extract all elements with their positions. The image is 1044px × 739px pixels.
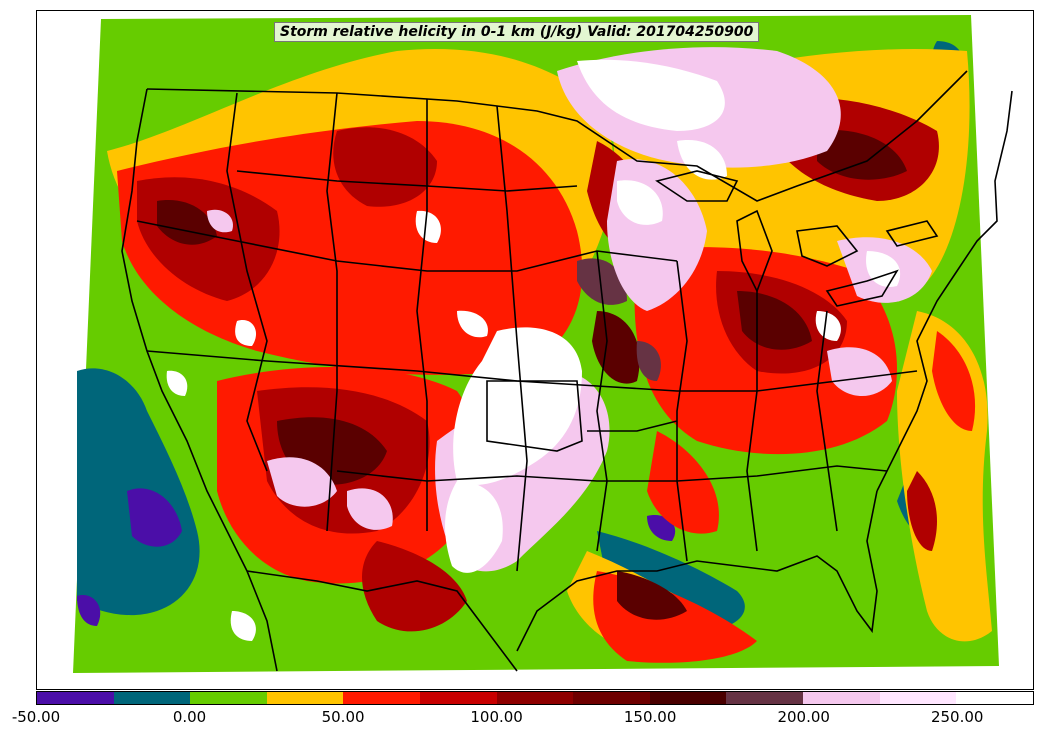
colorbar-tick-label: 0.00	[172, 708, 207, 726]
colorbar-segment-1	[113, 692, 191, 704]
colorbar-segment-7	[573, 692, 650, 704]
colorbar-tick-label: 200.00	[777, 708, 830, 726]
map-frame: Storm relative helicity in 0-1 km (J/kg)…	[36, 10, 1034, 690]
colorbar-segment-11	[879, 692, 957, 704]
colorbar-segment-3	[266, 692, 344, 704]
colorbar-tick-label: 150.00	[623, 708, 677, 726]
colorbar-tick-label: 50.00	[321, 708, 365, 726]
helicity-map	[73, 15, 1013, 673]
field-white	[166, 59, 901, 641]
colorbar-segment-10	[803, 692, 880, 704]
colorbar-segment-5	[420, 692, 497, 704]
colorbar	[36, 691, 1034, 705]
colorbar-ticks: -50.00 0.00 50.00 100.00 150.00 200.00 250.00	[0, 708, 1044, 732]
colorbar-segment-6	[496, 692, 574, 704]
map-title-overflow: 00	[733, 24, 754, 40]
colorbar-segment-4	[343, 692, 421, 704]
colorbar-tick-label: -50.00	[11, 708, 61, 726]
map-title: Storm relative helicity in 0-1 km (J/kg)…	[274, 22, 760, 42]
map-borders	[121, 70, 1013, 672]
colorbar-segment-9	[726, 692, 804, 704]
colorbar-segment-8	[649, 692, 727, 704]
colorbar-tick-label: 100.00	[470, 708, 523, 726]
colorbar-segment-12	[956, 692, 1033, 704]
colorbar-segment-0	[37, 692, 114, 704]
colorbar-segment-2	[190, 692, 267, 704]
colorbar-tick-label: 250.00	[930, 708, 984, 726]
